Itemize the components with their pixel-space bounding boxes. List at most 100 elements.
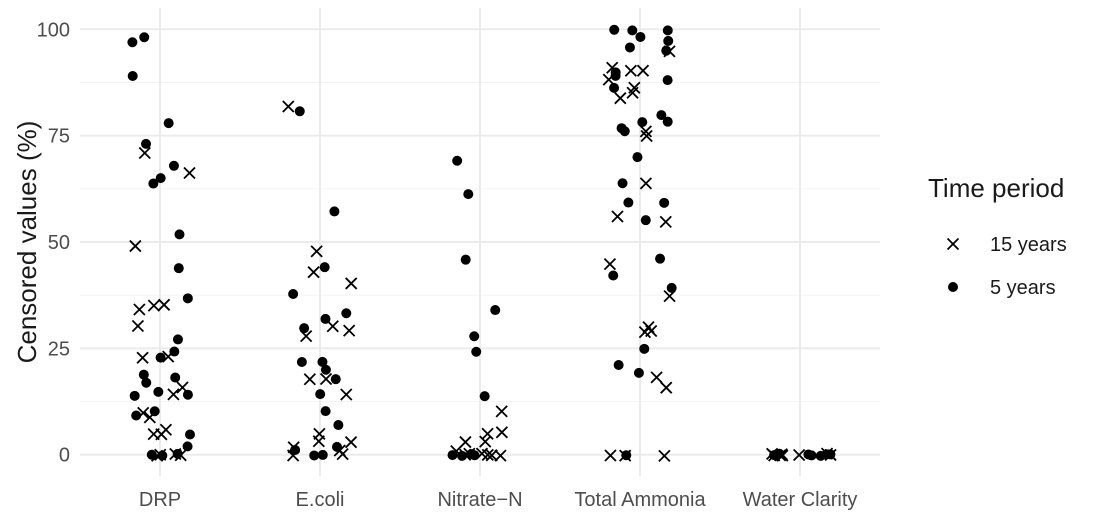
data-point-dot: [127, 70, 138, 81]
data-point-x: [628, 81, 641, 94]
data-point-x: [485, 449, 498, 462]
data-point-dot: [290, 444, 301, 455]
data-point-dot: [170, 372, 181, 383]
legend-key-dot: [948, 282, 958, 292]
data-point-dot: [315, 389, 326, 400]
data-point-dot: [341, 308, 352, 319]
x-tick-label: E.coli: [296, 489, 345, 511]
x-axis-ticks: DRP E.coli Nitrate−N Total Ammonia Water Cla…: [139, 489, 858, 511]
x-tick-label: Total Ammonia: [574, 489, 706, 511]
data-point-dot: [127, 37, 138, 48]
y-tick-label: 0: [59, 445, 70, 467]
data-point-x: [136, 351, 149, 364]
data-point-dot: [623, 197, 634, 208]
legend-label: 15 years: [990, 234, 1067, 256]
data-point-x: [147, 427, 160, 441]
data-point-x: [481, 427, 494, 440]
data-point-dot: [331, 441, 342, 452]
data-point-x: [133, 303, 146, 316]
data-point-dot: [627, 25, 638, 36]
data-point-dot: [663, 35, 674, 46]
data-point-x: [345, 277, 358, 290]
data-point-dot: [182, 441, 193, 452]
data-point-x: [307, 266, 320, 279]
data-point-dot: [131, 410, 142, 421]
data-point-dot: [447, 450, 458, 461]
data-point-x: [481, 448, 494, 461]
data-point-x: [326, 320, 339, 333]
data-point-dot: [174, 229, 185, 240]
data-point-dot: [163, 118, 174, 129]
data-point-dot: [330, 374, 341, 385]
data-point-dot: [469, 331, 480, 342]
data-point-dot: [452, 155, 463, 166]
data-point-x: [159, 423, 173, 436]
data-point-dot: [141, 138, 152, 149]
data-point-x: [319, 372, 333, 386]
data-point-dot: [155, 352, 166, 363]
data-point-dot: [320, 313, 331, 324]
data-point-dot: [173, 263, 184, 274]
data-point-dot: [294, 106, 305, 117]
data-point-dot: [288, 289, 299, 300]
data-point-dot: [490, 305, 501, 316]
data-point-x: [343, 324, 356, 337]
data-point-dot: [296, 356, 307, 367]
data-point-dot: [172, 448, 183, 459]
data-point-dot: [821, 449, 832, 460]
data-point-x: [303, 373, 316, 386]
y-tick-label: 50: [48, 232, 70, 254]
data-point-x: [495, 405, 508, 418]
data-point-dot: [633, 367, 644, 378]
data-point-dot: [632, 152, 643, 163]
data-point-dot: [320, 364, 331, 375]
data-point-x: [340, 388, 353, 401]
data-point-dot: [317, 449, 328, 460]
legend-title: Time period: [928, 173, 1064, 203]
y-tick-label: 25: [48, 338, 70, 360]
data-point-x: [310, 245, 323, 258]
data-point-dot: [463, 189, 474, 200]
data-point-dot: [319, 262, 330, 273]
data-point-dot: [466, 449, 477, 460]
data-point-dot: [656, 110, 667, 121]
data-point-dot: [139, 32, 150, 43]
data-point-dot: [621, 450, 632, 461]
data-point-x: [636, 64, 650, 77]
data-point-dot: [662, 25, 673, 36]
data-points: [127, 24, 837, 463]
data-point-x: [660, 381, 673, 394]
data-point-x: [147, 299, 161, 312]
data-point-dot: [479, 391, 490, 402]
legend-label: 5 years: [990, 277, 1056, 299]
data-point-x: [129, 239, 142, 253]
data-point-x: [639, 125, 653, 138]
x-tick-label: Water Clarity: [743, 489, 858, 511]
data-point-x: [344, 436, 358, 449]
data-point-dot: [661, 45, 672, 56]
data-point-dot: [637, 117, 648, 128]
data-point-dot: [639, 343, 650, 354]
data-point-dot: [613, 359, 624, 370]
data-point-dot: [662, 75, 673, 86]
data-point-x: [640, 129, 653, 143]
data-point-dot: [309, 450, 320, 461]
data-point-dot: [141, 377, 152, 388]
data-point-dot: [666, 282, 677, 293]
data-point-x: [138, 146, 151, 160]
data-point-dot: [157, 450, 168, 461]
data-point-x: [659, 215, 672, 229]
data-point-dot: [655, 253, 666, 264]
data-point-x: [131, 319, 145, 333]
data-point-dot: [317, 356, 328, 367]
y-axis-ticks: 0 25 50 75 100: [37, 19, 70, 466]
x-tick-label: DRP: [139, 489, 181, 511]
y-tick-label: 100: [37, 19, 70, 41]
data-point-dot: [329, 206, 340, 217]
legend: Time period 15 years 5 years: [928, 173, 1067, 299]
x-tick-label: Nitrate−N: [437, 489, 522, 511]
data-point-dot: [640, 215, 651, 226]
data-point-dot: [129, 390, 140, 401]
